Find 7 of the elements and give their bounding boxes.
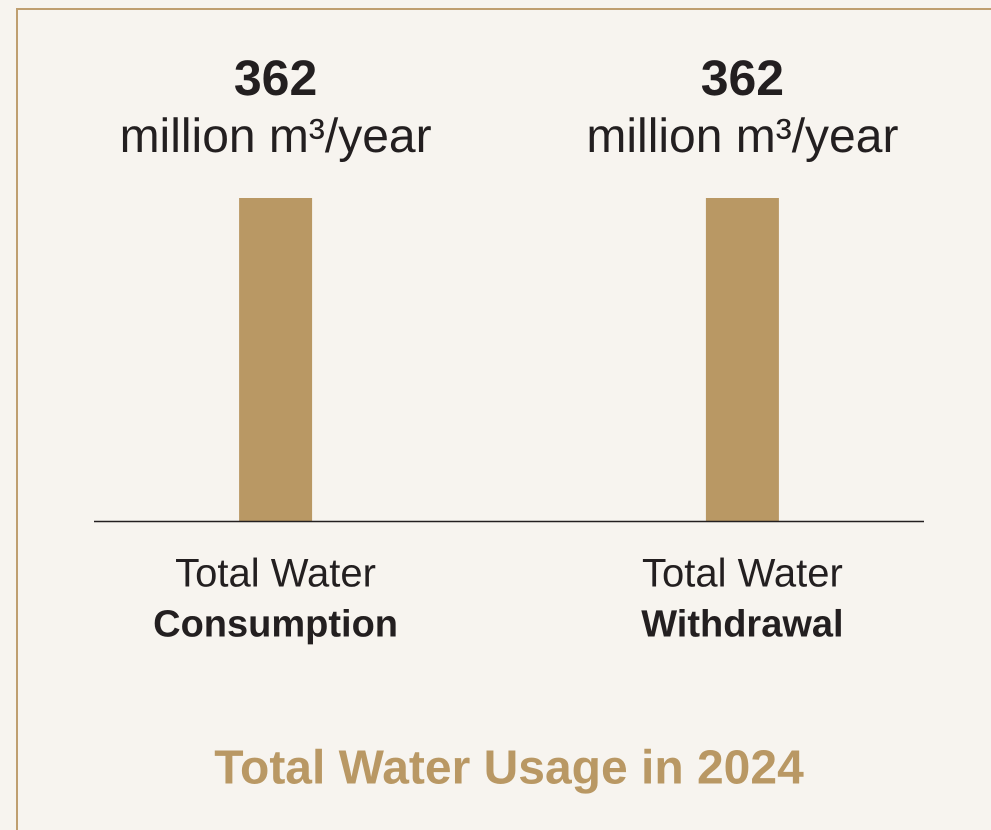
data-label: 362 (234, 50, 318, 106)
x-tick-label: Total Water Withdrawal (641, 552, 844, 646)
x-tick-label: Total Water Consumption (153, 552, 398, 646)
annotation: million m³/year (586, 110, 898, 163)
data-label: 362 (700, 50, 784, 106)
text: Total Water Usage in 2024 (214, 742, 804, 794)
annotation: million m³/year (120, 110, 432, 163)
